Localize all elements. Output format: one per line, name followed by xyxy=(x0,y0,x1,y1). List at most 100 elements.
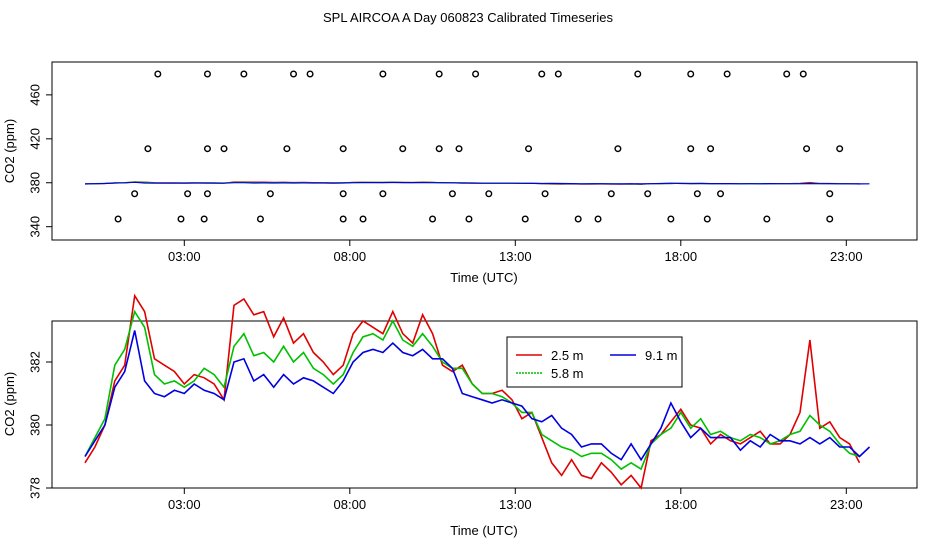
calibration-point xyxy=(290,70,298,78)
calibration-point xyxy=(240,70,248,78)
panel2-xtick-label: 03:00 xyxy=(168,497,201,512)
panel2-series-lines xyxy=(84,293,871,490)
panel1-y-label: CO2 (ppm) xyxy=(2,119,17,183)
calibration-point xyxy=(266,190,274,198)
calibration-point xyxy=(703,215,711,223)
calibration-point xyxy=(429,215,437,223)
calibration-point xyxy=(339,145,347,153)
calibration-point xyxy=(717,190,725,198)
calibration-point xyxy=(435,145,443,153)
calibration-point xyxy=(399,145,407,153)
series-line-2-5-m xyxy=(84,293,861,490)
calibration-point xyxy=(799,70,807,78)
panel2-ytick-label: 380 xyxy=(27,414,42,436)
calibration-point xyxy=(607,190,615,198)
calibration-point xyxy=(594,215,602,223)
panel2-x-label: Time (UTC) xyxy=(450,523,517,538)
panel1-ytick-label: 340 xyxy=(27,216,42,238)
panel1-xtick-label: 18:00 xyxy=(665,249,698,264)
calibration-point xyxy=(448,190,456,198)
calibration-point xyxy=(306,70,314,78)
calibration-point xyxy=(339,215,347,223)
calibration-point xyxy=(379,190,387,198)
calibration-point xyxy=(465,215,473,223)
calibration-point xyxy=(256,215,264,223)
panel2-xtick-label: 18:00 xyxy=(665,497,698,512)
calibration-point xyxy=(472,70,480,78)
panel2-ytick-label: 382 xyxy=(27,351,42,373)
calibration-point xyxy=(203,190,211,198)
panel1-ytick-label: 380 xyxy=(27,172,42,194)
calibration-point xyxy=(687,70,695,78)
calibration-point xyxy=(554,70,562,78)
calibration-point xyxy=(667,215,675,223)
calibration-point xyxy=(220,145,228,153)
calibration-point xyxy=(203,145,211,153)
panel1-frame xyxy=(51,61,918,241)
calibration-point xyxy=(283,145,291,153)
calibration-point xyxy=(200,215,208,223)
calibration-point xyxy=(521,215,529,223)
calibration-point xyxy=(783,70,791,78)
calibration-point xyxy=(131,190,139,198)
calibration-point xyxy=(614,145,622,153)
panel1-xtick-label: 23:00 xyxy=(830,249,863,264)
series-line-9-1-m xyxy=(84,330,871,462)
panel1-trend-9-1-m xyxy=(84,181,870,185)
panel1-ytick-label: 460 xyxy=(27,84,42,106)
panel2-xtick-label: 13:00 xyxy=(499,497,532,512)
panel1-y-axis: 340 380 420 460 xyxy=(27,84,52,238)
panel1-xtick-label: 03:00 xyxy=(168,249,201,264)
calibration-point xyxy=(707,145,715,153)
timeseries-panel: 03:00 08:00 13:00 18:00 23:00 378 380 382 Time… xyxy=(2,293,918,538)
panel1-ytick-label: 420 xyxy=(27,128,42,150)
panel2-x-axis: 03:00 08:00 13:00 18:00 23:00 xyxy=(168,488,863,512)
calibration-point xyxy=(541,190,549,198)
legend-label-5-8m: 5.8 m xyxy=(551,366,584,381)
calibration-point xyxy=(455,145,463,153)
calibration-point xyxy=(538,70,546,78)
calibration-point xyxy=(687,145,695,153)
calibration-point xyxy=(826,215,834,223)
calibration-point xyxy=(574,215,582,223)
panel2-ytick-label: 378 xyxy=(27,477,42,499)
calibration-point xyxy=(723,70,731,78)
calibration-point xyxy=(177,215,185,223)
legend-label-9-1m: 9.1 m xyxy=(645,348,678,363)
calibration-point xyxy=(525,145,533,153)
calibration-point xyxy=(803,145,811,153)
calibration-point xyxy=(693,190,701,198)
calibration-point xyxy=(763,215,771,223)
panel1-xtick-label: 08:00 xyxy=(334,249,367,264)
legend-box xyxy=(506,336,683,388)
panel1-xtick-label: 13:00 xyxy=(499,249,532,264)
calibration-point xyxy=(144,145,152,153)
calibration-point xyxy=(435,70,443,78)
panel1-x-label: Time (UTC) xyxy=(450,270,517,285)
calibration-point xyxy=(634,70,642,78)
series-line-5-8-m xyxy=(84,309,860,471)
calibration-point xyxy=(154,70,162,78)
panel1-marks xyxy=(84,70,870,223)
panel2-y-axis: 378 380 382 xyxy=(27,351,52,499)
calibration-point xyxy=(359,215,367,223)
panel2-xtick-label: 23:00 xyxy=(830,497,863,512)
chart-title: SPL AIRCOA A Day 060823 Calibrated Times… xyxy=(323,10,614,25)
panel2-y-label: CO2 (ppm) xyxy=(2,372,17,436)
panel2-xtick-label: 08:00 xyxy=(334,497,367,512)
calibration-point xyxy=(184,190,192,198)
panel2-frame xyxy=(51,320,918,489)
calibration-point xyxy=(644,190,652,198)
legend: 2.5 m 9.1 m 5.8 m xyxy=(506,336,683,388)
calibration-point xyxy=(339,190,347,198)
calibration-point xyxy=(203,70,211,78)
calibration-point xyxy=(826,190,834,198)
calibration-point xyxy=(836,145,844,153)
legend-label-2-5m: 2.5 m xyxy=(551,348,584,363)
calibration-panel: 03:00 08:00 13:00 18:00 23:00 340 380 420 460 T… xyxy=(2,61,918,285)
panel1-x-axis: 03:00 08:00 13:00 18:00 23:00 xyxy=(168,240,863,264)
calibration-point xyxy=(379,70,387,78)
calibration-point xyxy=(114,215,122,223)
calibration-point xyxy=(485,190,493,198)
